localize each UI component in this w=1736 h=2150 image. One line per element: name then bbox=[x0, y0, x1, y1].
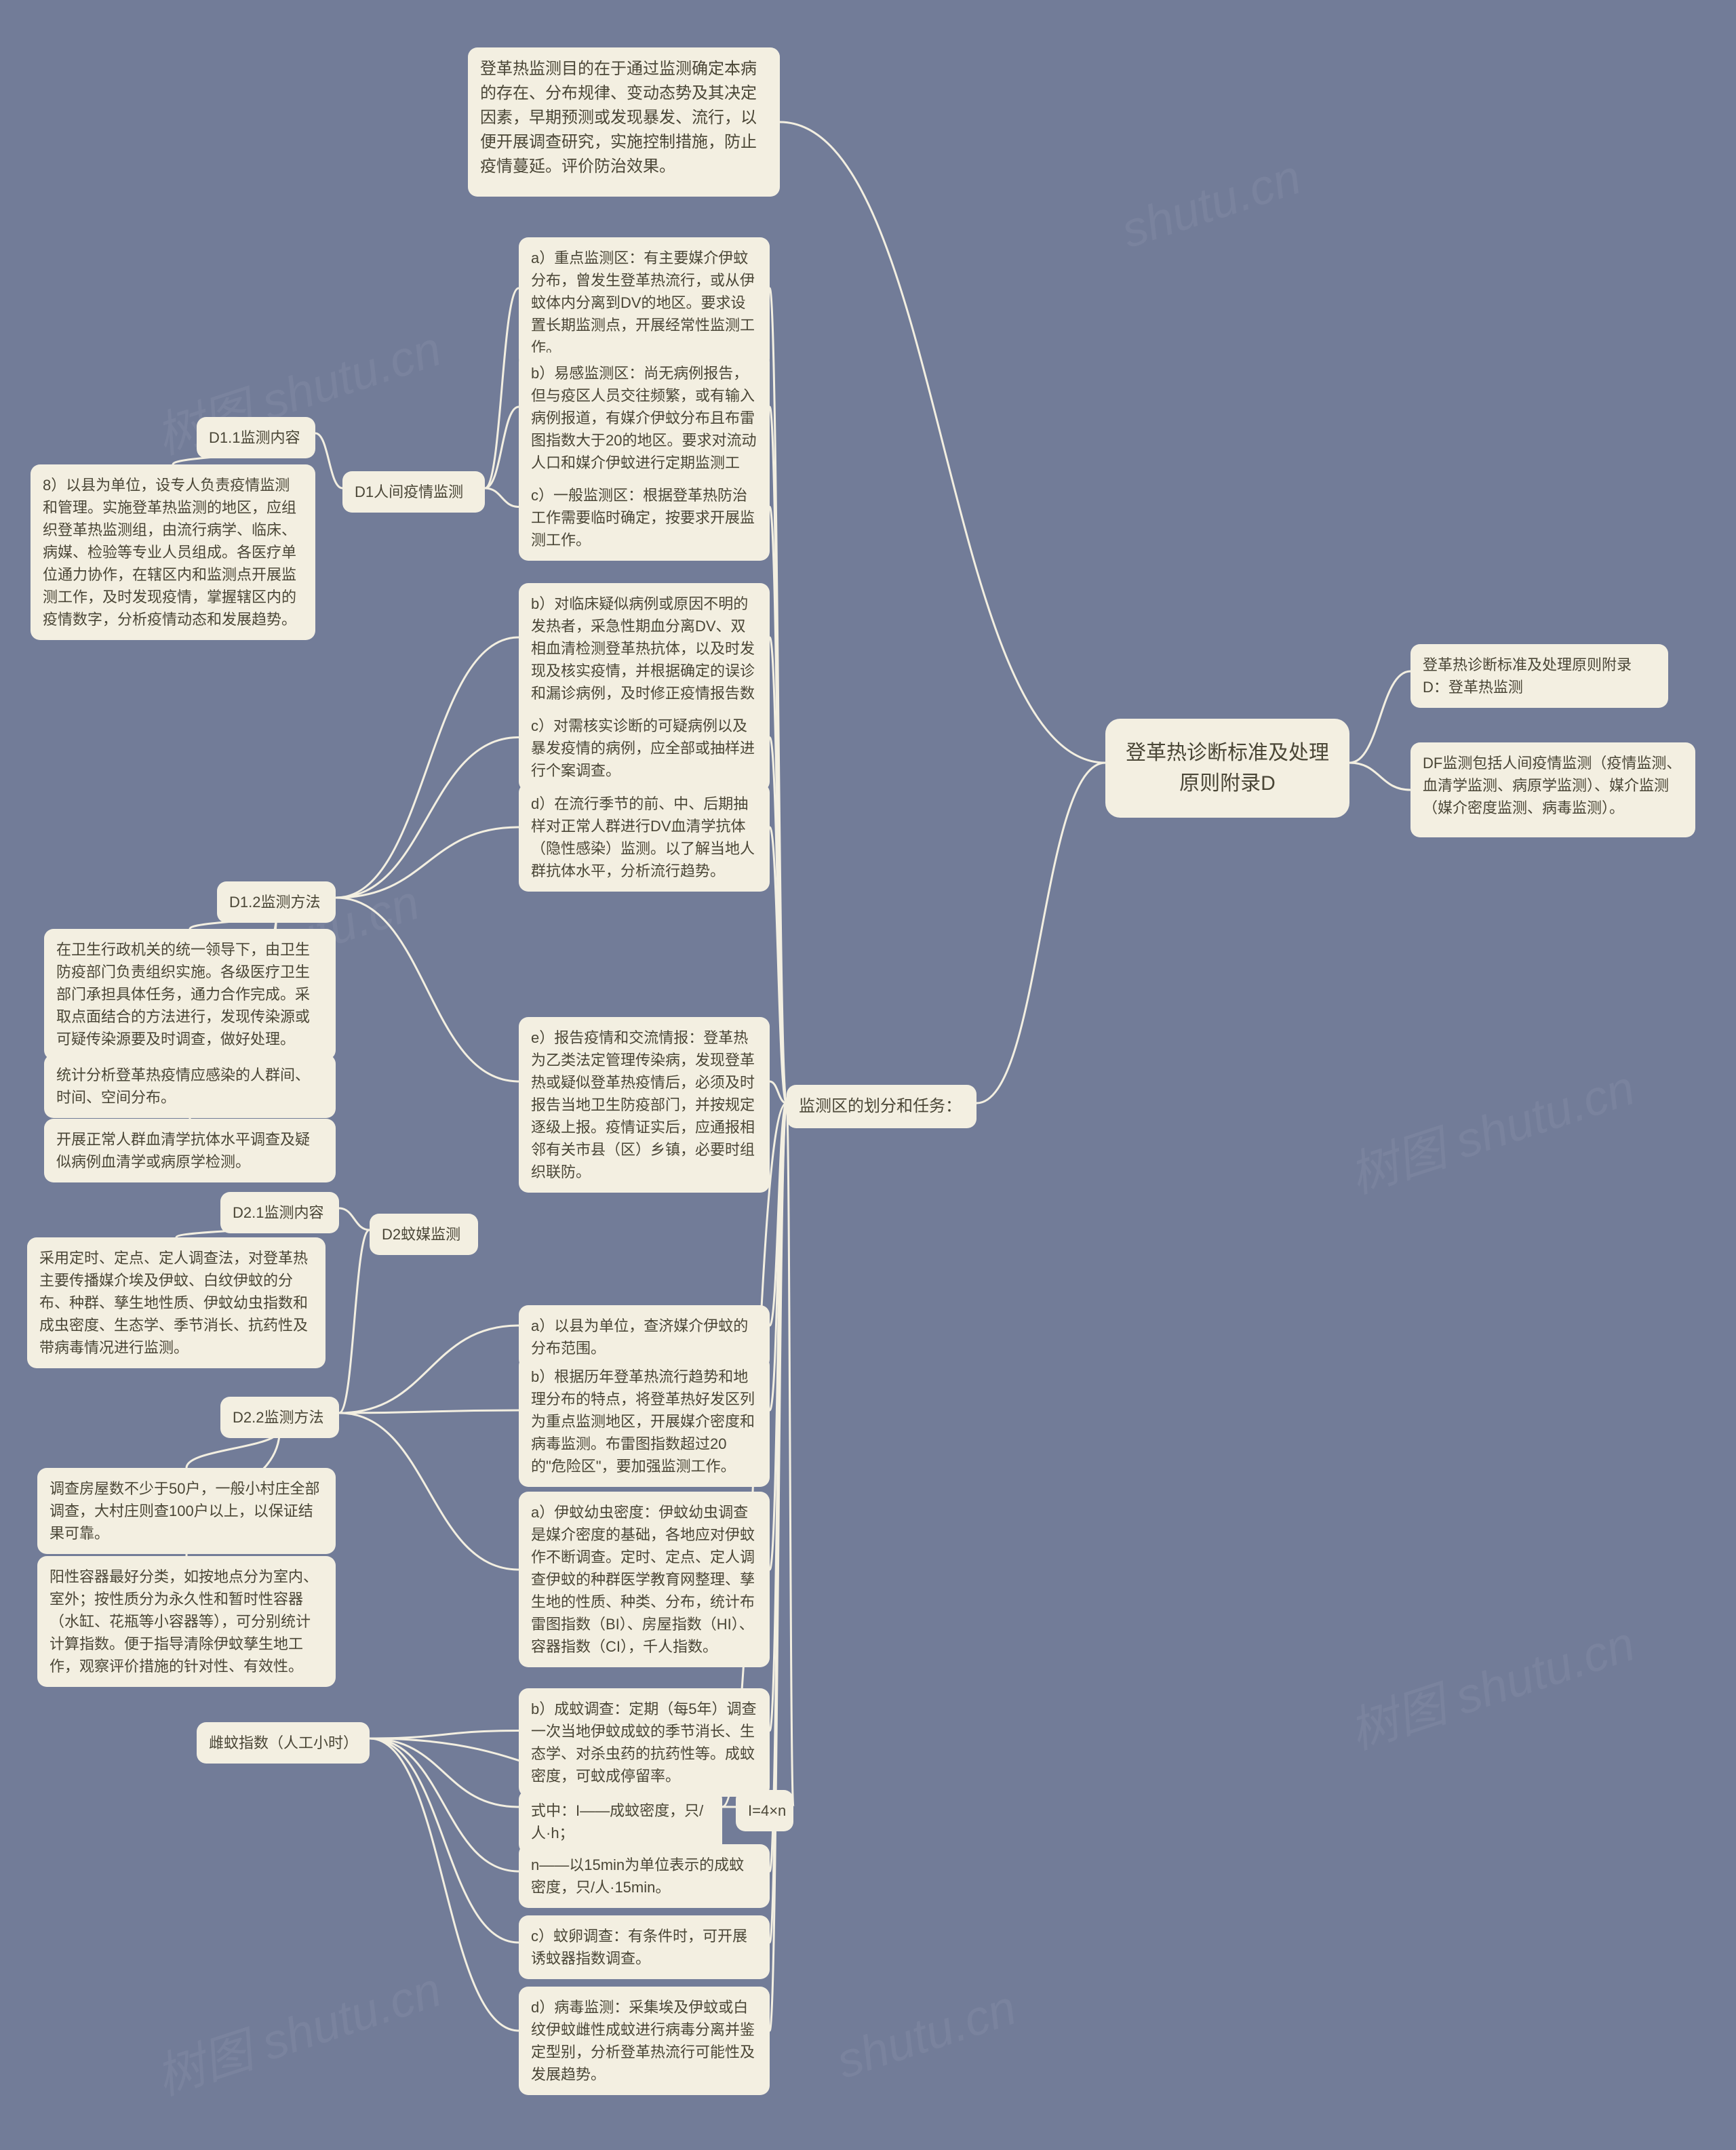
edge bbox=[770, 1103, 787, 1570]
root-node: 登革热诊断标准及处理原则附录D bbox=[1105, 719, 1349, 818]
edge bbox=[770, 1103, 787, 1326]
d2-node: D2蚊媒监测 bbox=[370, 1214, 478, 1255]
adult-item: c）蚊卵调查：有条件时，可开展诱蚊器指数调查。 bbox=[519, 1915, 770, 1979]
watermark: shutu.cn bbox=[1115, 149, 1307, 259]
edge bbox=[770, 827, 787, 1103]
edge bbox=[976, 763, 1105, 1103]
edge bbox=[770, 1103, 787, 1871]
adult-item: n——以15min为单位表示的成蚊密度，只/人·15min。 bbox=[519, 1844, 770, 1908]
edge bbox=[370, 1738, 519, 1807]
edge bbox=[770, 1103, 787, 1731]
d1-method: d）在流行季节的前、中、后期抽样对正常人群进行DV血清学抗体（隐性感染）监测。以… bbox=[519, 783, 770, 892]
watermark: shutu.cn bbox=[830, 1980, 1023, 2090]
d2-2-item: 调查房屋数不少于50户，一般小村庄全部调查，大村庄则查100户以上，以保证结果可… bbox=[37, 1468, 336, 1554]
d1-2-head: D1.2监测方法 bbox=[217, 881, 336, 923]
edge bbox=[339, 1326, 519, 1413]
top-purpose: 登革热监测目的在于通过监测确定本病的存在、分布规律、变动态势及其决定因素，早期预… bbox=[468, 47, 780, 197]
d2-1-body: 采用定时、定点、定人调查法，对登革热主要传播媒介埃及伊蚊、白纹伊蚊的分布、种群、… bbox=[27, 1237, 326, 1368]
edge bbox=[770, 738, 787, 1104]
edge bbox=[485, 407, 519, 488]
edge bbox=[485, 488, 519, 507]
watermark: 树图 shutu.cn bbox=[1339, 1048, 1642, 1207]
right-child: DF监测包括人间疫情监测（疫情监测、血清学监测、病原学监测）、媒介监测（媒介密度… bbox=[1410, 742, 1695, 837]
adult-item: b）成蚊调查：定期（每5年）调查一次当地伊蚊成蚊的季节消长、生态学、对杀虫药的抗… bbox=[519, 1688, 770, 1797]
edge bbox=[315, 433, 342, 488]
d1-2-item: 统计分析登革热疫情应感染的人群间、时间、空间分布。 bbox=[44, 1054, 336, 1118]
adult-item: I=4×n bbox=[736, 1790, 793, 1831]
edge bbox=[1349, 671, 1410, 763]
right-child: 登革热诊断标准及处理原则附录D：登革热监测 bbox=[1410, 644, 1668, 708]
d2-2-item: 阳性容器最好分类，如按地点分为室内、室外；按性质分为永久性和暂时性容器（水缸、花… bbox=[37, 1556, 336, 1687]
d1-method: c）对需核实诊断的可疑病例以及暴发疫情的病例，应全部或抽样进行个案调查。 bbox=[519, 705, 770, 791]
d1-2-item: 在卫生行政机关的统一领导下，由卫生防疫部门负责组织实施。各级医疗卫生部门承担具体… bbox=[44, 929, 336, 1060]
d1-area: a）重点监测区：有主要媒介伊蚊分布，曾发生登革热流行，或从伊蚊体内分离到DV的地… bbox=[519, 237, 770, 368]
mindmap-canvas: 树图 shutu.cn shutu.cn 树图 shutu.cn shutu.cn 树图… bbox=[0, 0, 1736, 2150]
edge bbox=[770, 407, 787, 1103]
watermark: 树图 shutu.cn bbox=[145, 1949, 448, 2109]
edge bbox=[770, 507, 787, 1104]
edge bbox=[1349, 763, 1410, 790]
edge bbox=[336, 738, 519, 898]
edge bbox=[339, 1413, 519, 1570]
edge bbox=[770, 1081, 787, 1103]
edge bbox=[336, 898, 519, 1081]
edge bbox=[770, 288, 787, 1103]
edge bbox=[780, 122, 1105, 763]
edge bbox=[370, 1738, 519, 2031]
edge bbox=[770, 637, 787, 1103]
d2-larva: a）伊蚊幼虫密度：伊蚊幼虫调查是媒介密度的基础，各地应对伊蚊作不断调查。定时、定… bbox=[519, 1492, 770, 1667]
watermark: 树图 shutu.cn bbox=[1339, 1604, 1642, 1763]
d1-2-item: 开展正常人群血清学抗体水平调查及疑似病例血清学或病原学检测。 bbox=[44, 1119, 336, 1182]
adult-head: 雌蚊指数（人工小时） bbox=[197, 1722, 370, 1764]
edge bbox=[770, 1103, 787, 2031]
edge bbox=[370, 1731, 519, 1739]
adult-item: d）病毒监测：采集埃及伊蚊或白纹伊蚊雌性成蚊进行病毒分离并鉴定型别，分析登革热流… bbox=[519, 1987, 770, 2095]
edge bbox=[339, 1410, 519, 1413]
d2-1-head: D2.1监测内容 bbox=[220, 1192, 339, 1233]
edge bbox=[787, 1103, 793, 1807]
edge bbox=[485, 288, 519, 488]
edge bbox=[370, 1738, 519, 1871]
d1-1-body: 8）以县为单位，设专人负责疫情监测和管理。实施登革热监测的地区，应组织登革热监测… bbox=[31, 464, 315, 640]
edge bbox=[339, 1208, 370, 1230]
d2-ab: b）根据历年登革热流行趋势和地理分布的特点，将登革热好发区列为重点监测地区，开展… bbox=[519, 1356, 770, 1487]
edge bbox=[370, 1738, 519, 1943]
d1-area: c）一般监测区：根据登革热防治工作需要临时确定，按要求开展监测工作。 bbox=[519, 475, 770, 561]
tasks-node: 监测区的划分和任务： bbox=[787, 1085, 976, 1128]
d1-node: D1人间疫情监测 bbox=[342, 471, 485, 513]
d2-2-head: D2.2监测方法 bbox=[220, 1397, 339, 1438]
edge bbox=[336, 637, 519, 898]
edge bbox=[339, 1230, 370, 1413]
d1-1-head: D1.1监测内容 bbox=[197, 417, 315, 458]
d1-e: e）报告疫情和交流情报：登革热为乙类法定管理传染病，发现登革热或疑似登革热疫情后… bbox=[519, 1017, 770, 1193]
edge bbox=[770, 1103, 787, 1410]
edge bbox=[336, 827, 519, 898]
